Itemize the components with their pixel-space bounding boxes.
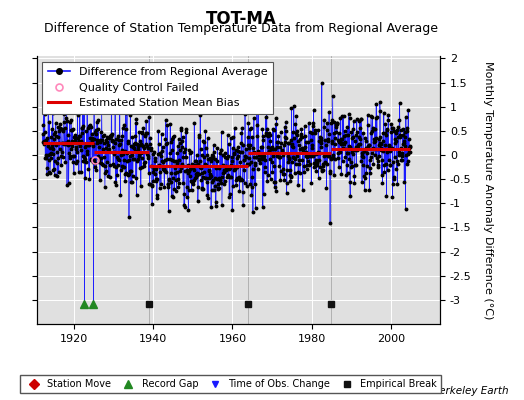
Text: Difference of Station Temperature Data from Regional Average: Difference of Station Temperature Data f… — [44, 22, 438, 35]
Legend: Station Move, Record Gap, Time of Obs. Change, Empirical Break: Station Move, Record Gap, Time of Obs. C… — [20, 375, 441, 393]
Text: TOT-MA: TOT-MA — [205, 10, 277, 28]
Text: Berkeley Earth: Berkeley Earth — [432, 386, 508, 396]
Legend: Difference from Regional Average, Quality Control Failed, Estimated Station Mean: Difference from Regional Average, Qualit… — [42, 62, 273, 114]
Y-axis label: Monthly Temperature Anomaly Difference (°C): Monthly Temperature Anomaly Difference (… — [483, 61, 493, 319]
